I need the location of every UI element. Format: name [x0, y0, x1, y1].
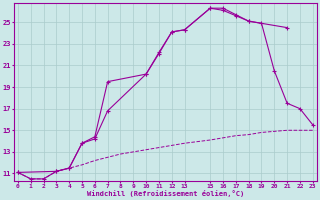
X-axis label: Windchill (Refroidissement éolien,°C): Windchill (Refroidissement éolien,°C): [87, 190, 244, 197]
